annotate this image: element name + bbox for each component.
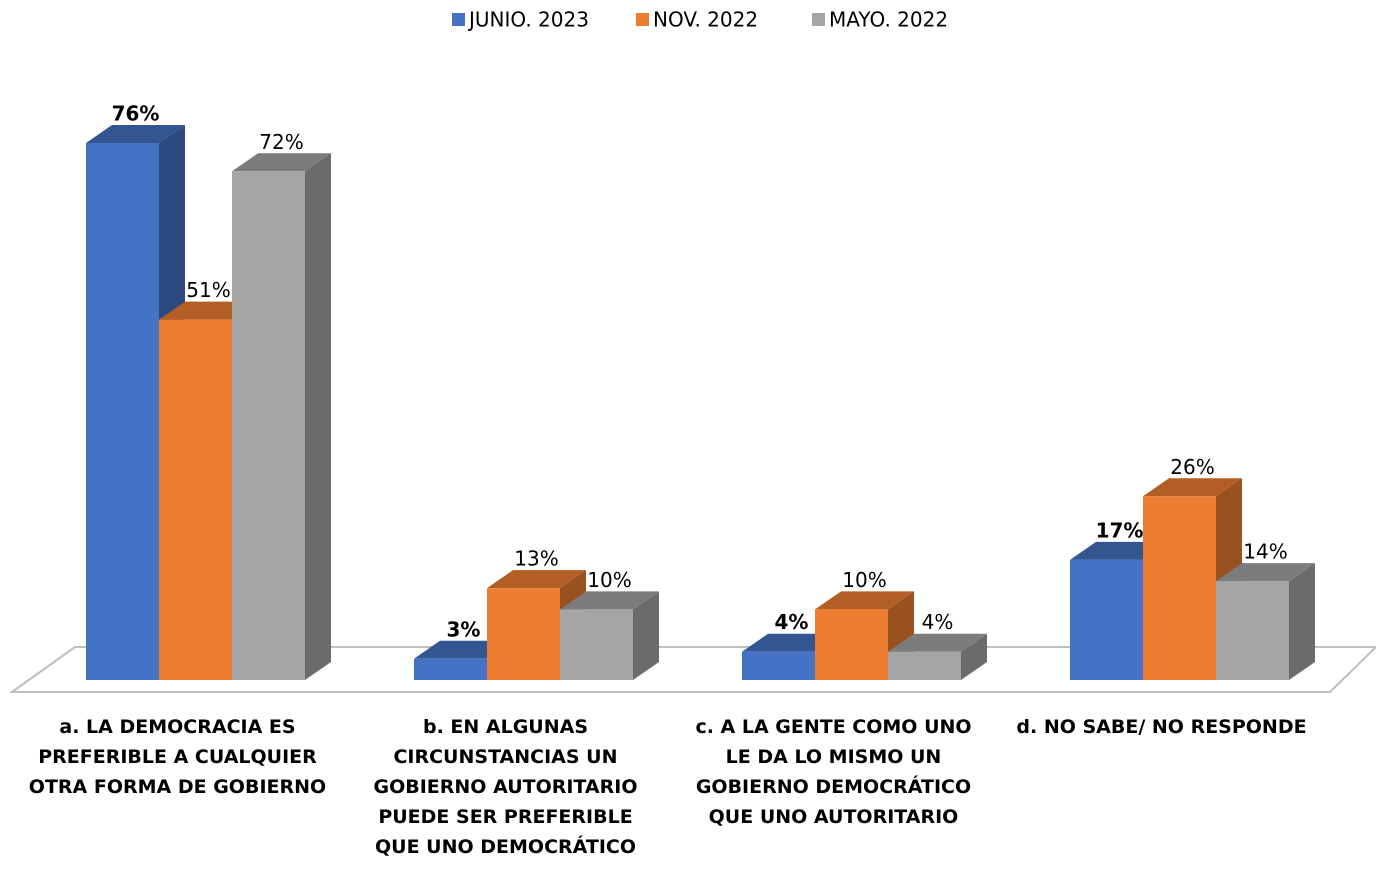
bar-top <box>815 591 914 610</box>
bar <box>1070 559 1143 680</box>
category-label: a. LA DEMOCRACIA ES PREFERIBLE A CUALQUI… <box>28 716 327 798</box>
legend-swatch <box>812 13 825 26</box>
bar-top <box>560 591 659 610</box>
value-label: 3% <box>447 617 481 641</box>
floor <box>8 646 1376 693</box>
bar <box>232 171 305 680</box>
value-label: 10% <box>587 568 631 592</box>
bar-side <box>961 633 987 680</box>
category-label: b. EN ALGUNAS CIRCUNSTANCIAS UN GOBIERNO… <box>373 716 638 858</box>
bar <box>1143 496 1216 680</box>
bar <box>159 319 232 680</box>
value-label: 72% <box>259 130 303 154</box>
bar-top <box>232 153 331 172</box>
bar-top <box>1216 563 1315 582</box>
value-label: 13% <box>514 547 558 571</box>
legend-swatch <box>452 13 465 26</box>
bar <box>414 658 487 680</box>
bar-top <box>1143 478 1242 497</box>
bar-side <box>305 153 331 680</box>
bar-top <box>888 633 987 652</box>
value-label: 10% <box>842 568 886 592</box>
legend-label: NOV. 2022 <box>653 8 758 32</box>
bar-top <box>86 125 185 143</box>
bar <box>888 651 961 680</box>
bar <box>1216 581 1289 680</box>
value-label: 4% <box>922 610 954 634</box>
value-label: 26% <box>1170 455 1214 479</box>
value-label: 14% <box>1243 540 1287 564</box>
bar-side <box>633 591 659 680</box>
bar <box>560 609 633 680</box>
bar-side <box>1289 563 1315 680</box>
category-label: d. NO SABE/ NO RESPONDE <box>1016 716 1307 738</box>
legend-label: JUNIO. 2023 <box>467 8 589 32</box>
value-label: 17% <box>1096 518 1144 542</box>
category-label: c. A LA GENTE COMO UNO LE DA LO MISMO UN… <box>695 716 972 828</box>
value-label: 4% <box>775 610 809 634</box>
bar <box>742 651 815 680</box>
legend-swatch <box>636 13 649 26</box>
bar <box>487 588 560 680</box>
value-label: 51% <box>186 278 230 302</box>
value-label: 76% <box>112 102 160 126</box>
bar-top <box>487 570 586 589</box>
bar <box>815 609 888 680</box>
bar <box>86 143 159 680</box>
legend-label: MAYO. 2022 <box>829 8 948 32</box>
